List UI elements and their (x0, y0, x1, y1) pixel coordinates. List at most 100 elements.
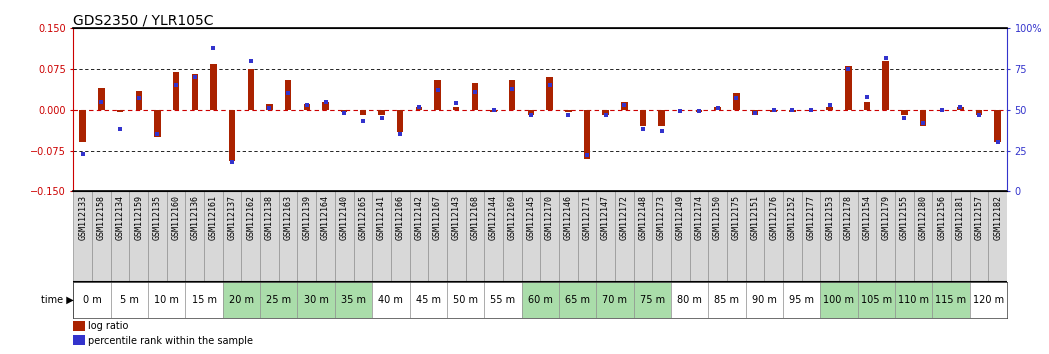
Text: GSM112151: GSM112151 (750, 195, 759, 240)
Bar (933, 191, 951, 282)
Text: GSM112161: GSM112161 (209, 195, 218, 240)
Point (952, 104, 969, 109)
Point (635, 126, 651, 132)
Point (934, 107, 950, 113)
Bar (303, 104, 311, 110)
Point (205, 45, 222, 51)
Point (485, 107, 502, 113)
Text: GSM112155: GSM112155 (900, 195, 908, 240)
Point (130, 96, 147, 101)
Point (355, 118, 371, 124)
Text: GSM112147: GSM112147 (601, 195, 611, 240)
Point (112, 126, 128, 132)
Bar (559, 191, 578, 282)
Point (616, 102, 633, 108)
Point (149, 131, 166, 137)
Bar (434, 80, 441, 110)
Text: GSM112137: GSM112137 (228, 195, 237, 240)
Text: time ▶: time ▶ (41, 295, 73, 305)
Bar (372, 282, 409, 318)
Text: GSM112181: GSM112181 (956, 195, 965, 240)
Bar (969, 191, 988, 282)
Text: GSM112176: GSM112176 (769, 195, 778, 240)
Text: GSM112179: GSM112179 (881, 195, 891, 240)
Bar (266, 104, 273, 110)
Text: GSM112175: GSM112175 (732, 195, 741, 240)
Text: percentile rank within the sample: percentile rank within the sample (88, 336, 254, 346)
Bar (528, 110, 534, 115)
Text: GSM112167: GSM112167 (433, 195, 442, 240)
Point (223, 159, 240, 165)
Bar (222, 191, 241, 282)
Bar (596, 282, 634, 318)
Point (747, 110, 764, 116)
Bar (116, 110, 124, 113)
Bar (801, 191, 820, 282)
Point (579, 153, 596, 158)
Text: GSM112142: GSM112142 (414, 195, 424, 240)
Bar (186, 282, 222, 318)
Bar (210, 64, 217, 110)
Point (915, 120, 932, 126)
Bar (521, 191, 540, 282)
Bar (695, 110, 702, 113)
Bar (783, 191, 801, 282)
Text: GSM112152: GSM112152 (788, 195, 797, 240)
Point (391, 131, 408, 137)
Bar (447, 282, 485, 318)
Bar (509, 80, 515, 110)
Point (597, 112, 614, 118)
Text: GSM112172: GSM112172 (620, 195, 628, 240)
Bar (671, 191, 689, 282)
Bar (409, 282, 447, 318)
Text: GSM112134: GSM112134 (115, 195, 125, 240)
Point (280, 91, 297, 96)
Point (448, 101, 465, 106)
Text: GSM112170: GSM112170 (545, 195, 554, 240)
Bar (969, 282, 1007, 318)
Text: GSM112145: GSM112145 (527, 195, 535, 240)
Text: GSM112158: GSM112158 (97, 195, 106, 240)
Bar (839, 191, 858, 282)
Bar (167, 191, 186, 282)
Bar (746, 282, 783, 318)
Point (336, 110, 352, 116)
Bar (901, 110, 907, 115)
Point (168, 82, 185, 88)
Bar (858, 282, 895, 318)
Bar (863, 102, 871, 110)
Bar (994, 110, 1001, 142)
Bar (173, 72, 179, 110)
Bar (205, 191, 222, 282)
Bar (73, 321, 85, 331)
Bar (765, 191, 783, 282)
Bar (485, 282, 521, 318)
Text: GSM112177: GSM112177 (807, 195, 815, 240)
Bar (827, 107, 833, 110)
Bar (858, 191, 876, 282)
Bar (428, 191, 447, 282)
Point (709, 105, 726, 111)
Text: GSM112168: GSM112168 (470, 195, 479, 240)
Text: GSM112138: GSM112138 (265, 195, 274, 240)
Bar (876, 191, 895, 282)
Bar (708, 191, 727, 282)
Bar (547, 77, 553, 110)
Text: GSM112133: GSM112133 (79, 195, 87, 240)
Bar (820, 282, 858, 318)
Text: 60 m: 60 m (528, 295, 553, 305)
Point (504, 86, 520, 91)
Text: GSM112153: GSM112153 (826, 195, 834, 240)
Bar (73, 282, 111, 318)
Text: GSM112171: GSM112171 (582, 195, 592, 240)
Point (802, 107, 819, 113)
Point (970, 112, 987, 118)
Text: GSM112163: GSM112163 (283, 195, 293, 240)
Bar (708, 282, 746, 318)
Point (690, 109, 707, 114)
Text: GSM112162: GSM112162 (247, 195, 255, 240)
Point (541, 82, 558, 88)
Bar (285, 80, 292, 110)
Bar (920, 110, 926, 126)
Point (410, 104, 427, 109)
